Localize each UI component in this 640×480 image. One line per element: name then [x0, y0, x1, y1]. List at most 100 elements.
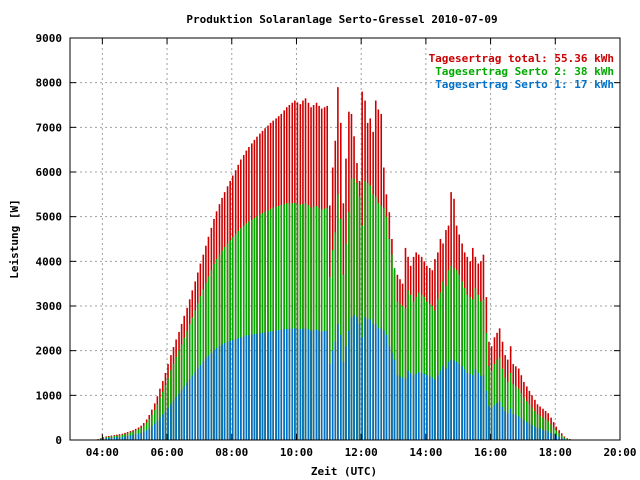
y-axis-label: Leistung [W]	[8, 199, 21, 278]
bar-serto-1	[172, 400, 175, 440]
bar-serto-1	[221, 344, 223, 440]
bar-serto-1	[461, 366, 463, 440]
bar-serto-1	[291, 328, 294, 440]
bar-serto-1	[534, 426, 536, 440]
y-tick-label: 3000	[36, 300, 63, 313]
bar-serto-2	[506, 381, 509, 440]
bar-serto-2	[291, 203, 294, 440]
bar-serto-1	[388, 346, 391, 440]
bar-serto-2	[515, 386, 517, 440]
legend-entry: Tagesertrag Serto 1: 17 kWh	[435, 78, 614, 91]
bar-serto-1	[517, 416, 520, 440]
bar-serto-1	[350, 317, 353, 440]
bar-serto-2	[523, 397, 525, 440]
y-tick-label: 0	[55, 434, 62, 447]
bar-serto-2	[488, 366, 490, 440]
bar-serto-2	[294, 202, 296, 440]
bar-serto-2	[256, 216, 258, 440]
bar-serto-2	[296, 203, 299, 440]
bar-serto-1	[196, 368, 199, 440]
bar-serto-1	[234, 339, 237, 440]
bar-serto-2	[393, 268, 396, 440]
bar-serto-2	[326, 207, 329, 440]
bar-serto-2	[560, 435, 563, 440]
bar-serto-2	[280, 205, 283, 440]
bar-serto-1	[124, 436, 126, 440]
bar-serto-2	[358, 196, 361, 440]
bar-serto-1	[488, 406, 490, 440]
bar-serto-1	[364, 317, 366, 440]
bar-serto-1	[547, 431, 549, 440]
bar-serto-1	[288, 328, 291, 440]
bar-serto-1	[267, 331, 269, 440]
bar-serto-1	[188, 379, 191, 440]
x-tick-label: 06:00	[150, 446, 183, 459]
bar-serto-1	[520, 418, 523, 440]
bar-serto-1	[469, 373, 472, 440]
bar-serto-1	[307, 329, 310, 440]
bar-serto-1	[310, 330, 312, 440]
bar-serto-2	[331, 250, 334, 440]
bar-serto-2	[312, 206, 315, 440]
legend: Tagesertrag total: 55.36 kWhTagesertrag …	[429, 52, 614, 91]
bar-serto-2	[466, 294, 469, 440]
bar-serto-2	[552, 427, 555, 440]
bar-serto-2	[285, 203, 288, 440]
bar-serto-1	[129, 435, 132, 440]
bar-serto-1	[345, 346, 347, 440]
bar-serto-1	[550, 432, 552, 440]
bar-serto-1	[531, 425, 533, 440]
bar-serto-2	[339, 218, 342, 440]
bar-serto-1	[447, 361, 450, 440]
bar-serto-2	[496, 359, 498, 440]
bar-serto-1	[299, 329, 302, 440]
y-tick-label: 9000	[36, 32, 63, 45]
bar-serto-2	[315, 205, 318, 440]
bar-serto-1	[248, 335, 250, 440]
bar-serto-2	[509, 373, 512, 440]
bar-serto-1	[253, 334, 256, 440]
bar-serto-1	[251, 334, 253, 440]
bar-serto-1	[159, 417, 161, 440]
bar-serto-1	[137, 433, 140, 440]
bar-serto-1	[175, 397, 177, 440]
bar-serto-1	[450, 359, 452, 440]
bar-serto-2	[463, 288, 466, 440]
bar-serto-1	[245, 335, 248, 440]
bar-serto-1	[391, 352, 393, 440]
bar-serto-1	[407, 370, 409, 440]
bar-serto-1	[259, 333, 261, 440]
bar-serto-2	[531, 407, 533, 440]
bar-serto-2	[366, 183, 369, 441]
y-axis: 0 1000 2000 3000 4000 5000 6000 7000 8000 9000	[36, 32, 620, 447]
bar-serto-2	[480, 301, 482, 440]
bar-serto-1	[509, 408, 512, 440]
bar-serto-2	[380, 205, 383, 440]
y-tick-label: 4000	[36, 255, 63, 268]
bar-serto-1	[229, 340, 231, 440]
bar-serto-1	[445, 368, 447, 440]
bar-serto-1	[334, 341, 337, 440]
y-tick-label: 5000	[36, 211, 63, 224]
bar-serto-1	[439, 370, 442, 440]
y-tick-label: 8000	[36, 77, 63, 90]
bar-serto-1	[126, 435, 129, 440]
bar-serto-1	[256, 333, 258, 440]
bar-serto-2	[267, 210, 269, 440]
bar-serto-2	[234, 234, 237, 440]
bar-serto-2	[391, 254, 393, 440]
bar-serto-1	[409, 373, 412, 440]
bar-serto-1	[358, 323, 361, 440]
bar-serto-1	[210, 352, 213, 440]
bar-serto-1	[323, 331, 326, 440]
bar-serto-1	[353, 314, 355, 440]
bar-serto-1	[412, 375, 415, 440]
bar-serto-1	[191, 375, 194, 440]
bar-serto-2	[229, 240, 231, 440]
bar-serto-2	[264, 211, 266, 440]
bar-serto-2	[539, 415, 541, 440]
bar-serto-1	[277, 330, 280, 440]
bar-serto-1	[366, 319, 369, 440]
x-tick-label: 14:00	[409, 446, 442, 459]
